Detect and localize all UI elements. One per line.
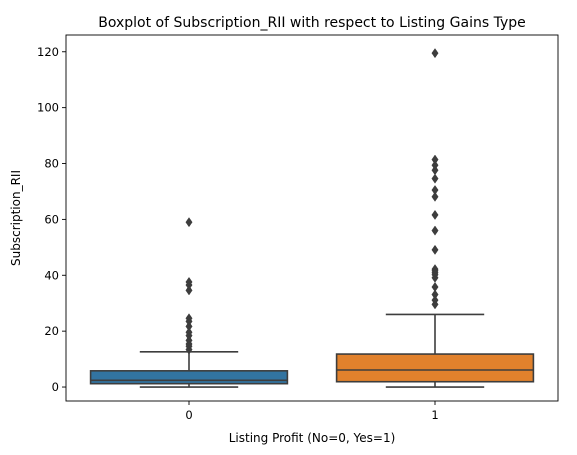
- y-tick-label: 120: [37, 45, 59, 59]
- outlier-point: [431, 244, 439, 255]
- y-axis-label: Subscription_RII: [9, 170, 23, 266]
- plot-area: [89, 48, 535, 388]
- outlier-point: [185, 313, 193, 324]
- outlier-point: [431, 281, 439, 293]
- outlier-point: [431, 295, 439, 306]
- y-axis: 0 20 40 60 80 100 120: [37, 45, 66, 394]
- y-tick-label: 60: [44, 212, 59, 226]
- outlier-point: [431, 225, 439, 236]
- y-tick-label: 0: [52, 380, 59, 394]
- x-tick-label: 0: [185, 408, 192, 422]
- x-tick-label: 1: [431, 408, 438, 422]
- outlier-point: [431, 264, 439, 275]
- outlier-point: [185, 285, 193, 296]
- outlier-point: [431, 154, 439, 165]
- chart-title: Boxplot of Subscription_RII with respect…: [98, 15, 526, 31]
- outlier-point: [185, 276, 193, 288]
- y-tick-label: 20: [44, 324, 59, 338]
- outlier-point: [431, 191, 439, 202]
- outlier-point: [431, 289, 439, 300]
- y-tick-label: 40: [44, 268, 59, 282]
- plot-frame: [65, 34, 559, 402]
- x-axis-label: Listing Profit (No=0, Yes=1): [229, 431, 396, 445]
- outlier-point: [431, 209, 439, 220]
- outlier-point: [431, 160, 439, 171]
- box-iqr: [335, 353, 535, 383]
- outlier-point: [431, 173, 439, 184]
- outlier-point: [431, 48, 439, 59]
- y-tick-label: 100: [37, 101, 59, 115]
- box-iqr: [89, 370, 289, 385]
- y-tick-label: 80: [44, 157, 59, 171]
- outlier-point: [185, 217, 193, 228]
- outlier-point: [185, 327, 193, 338]
- outlier-point: [431, 185, 439, 196]
